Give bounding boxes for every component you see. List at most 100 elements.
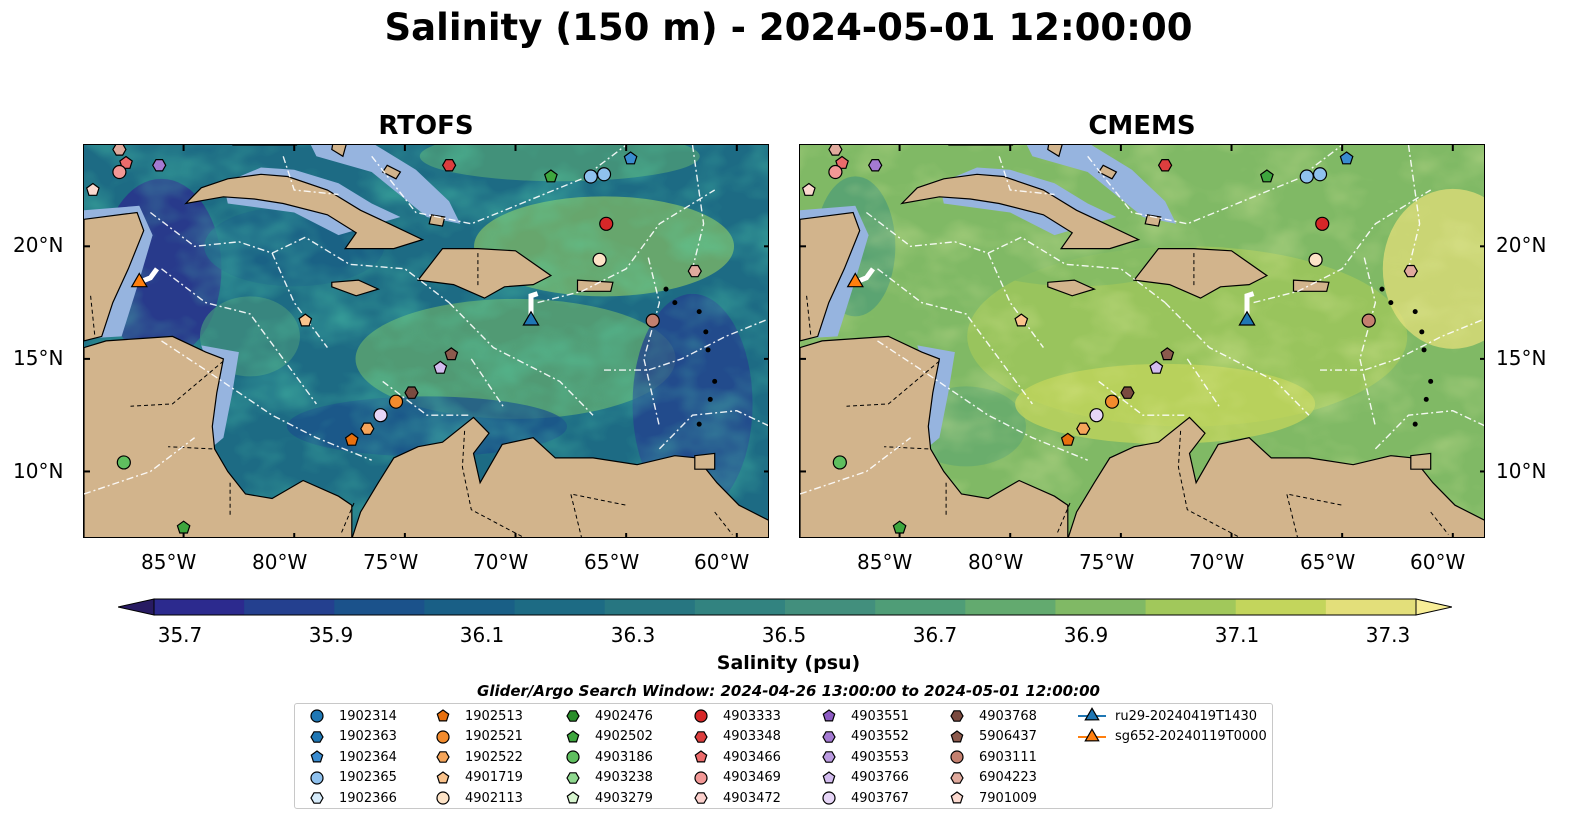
float-marker-4903552[interactable] xyxy=(868,159,883,172)
float-marker-4903466[interactable] xyxy=(119,155,133,169)
float-marker-4903766[interactable] xyxy=(433,360,448,374)
colorbar xyxy=(118,598,1452,616)
float-marker-6904223[interactable] xyxy=(112,145,127,156)
float-marker-7901009[interactable] xyxy=(801,182,816,196)
float-marker-4902113[interactable] xyxy=(1308,252,1323,267)
float-marker-4903348[interactable] xyxy=(1157,159,1173,172)
float-marker-1902364[interactable] xyxy=(1339,151,1354,165)
legend-item-5906437: 5906437 xyxy=(949,727,1037,747)
legend-marker-pentagon-icon xyxy=(566,791,580,804)
land-cuba xyxy=(900,173,1141,250)
float-marker-4903466[interactable] xyxy=(835,155,849,169)
float-marker-5906437[interactable] xyxy=(1160,347,1175,361)
land-jamaica xyxy=(331,279,381,297)
colorbar-tick-37-3: 37.3 xyxy=(1365,623,1411,647)
colorbar-segment xyxy=(604,599,696,615)
legend-label: 4903469 xyxy=(723,770,781,785)
float-marker-4903767[interactable] xyxy=(1089,408,1104,423)
float-marker-1902365[interactable] xyxy=(596,167,612,182)
float-marker-1902522[interactable] xyxy=(1076,422,1091,435)
float-marker-4903768[interactable] xyxy=(1120,386,1135,399)
float-marker-6904223[interactable] xyxy=(828,145,843,156)
float-marker-4903333[interactable] xyxy=(1315,216,1330,231)
float-marker-4903768[interactable] xyxy=(404,386,419,399)
float-marker-7901009[interactable] xyxy=(85,182,100,196)
glider-marker-ru29-20240419T1430[interactable] xyxy=(1238,310,1256,326)
float-marker-4903186[interactable] xyxy=(832,455,847,470)
legend-item-4902476: 4902476 xyxy=(565,706,653,726)
legend-marker-circle-icon xyxy=(436,791,450,805)
float-marker-4902502[interactable] xyxy=(176,520,191,534)
legend-item-1902522: 1902522 xyxy=(435,747,523,767)
colorbar-segment xyxy=(1325,599,1417,615)
float-marker-1902365[interactable] xyxy=(583,169,598,184)
legend-marker-pentagon-icon xyxy=(950,729,964,742)
float-marker-1902513[interactable] xyxy=(1060,432,1075,446)
float-marker-4903552[interactable] xyxy=(152,159,167,172)
legend-marker-circle-icon xyxy=(950,750,964,764)
float-marker-1902513[interactable] xyxy=(344,432,359,446)
legend-marker-hexagon-icon xyxy=(694,730,708,743)
float-marker-4903766[interactable] xyxy=(1149,360,1164,374)
lon-label-rtofs-85w: 85°W xyxy=(141,550,197,574)
float-marker-4903333[interactable] xyxy=(599,216,614,231)
float-marker-6904223[interactable] xyxy=(687,264,702,278)
legend-item-4903766: 4903766 xyxy=(821,768,909,788)
colorbar-segment xyxy=(1055,599,1147,615)
float-marker-1902364[interactable] xyxy=(623,151,638,165)
glider-marker-sg652-20240119T0000[interactable] xyxy=(846,272,864,288)
map-panel-rtofs[interactable] xyxy=(83,144,769,538)
float-marker-4903186[interactable] xyxy=(116,455,131,470)
float-marker-4903767[interactable] xyxy=(373,408,388,423)
legend-label: 7901009 xyxy=(979,790,1037,806)
float-marker-5906437[interactable] xyxy=(444,347,459,361)
legend-marker-hexagon-icon xyxy=(694,792,708,804)
float-marker-4902502[interactable] xyxy=(1259,169,1274,183)
lat-label-right-10n: 10°N xyxy=(1496,459,1547,483)
legend-item-6904223: 6904223 xyxy=(949,768,1037,788)
colorbar-label: Salinity (psu) xyxy=(716,652,861,674)
lon-label-rtofs-65w: 65°W xyxy=(584,550,640,574)
legend-marker-hexagon-icon xyxy=(822,730,836,743)
legend-label: 6903111 xyxy=(979,749,1037,765)
float-marker-4901719[interactable] xyxy=(1014,313,1029,327)
legend-item-sg652-20240119T0000: sg652-20240119T0000 xyxy=(1077,727,1267,747)
land-southamerica xyxy=(351,416,768,537)
lat-label-right-20n: 20°N xyxy=(1496,233,1547,257)
colorbar-tick-35-7: 35.7 xyxy=(157,623,203,647)
legend-marker-pentagon-icon xyxy=(822,709,836,722)
float-marker-1902365[interactable] xyxy=(1299,169,1314,184)
float-marker-4902502[interactable] xyxy=(892,520,907,534)
colorbar-segment xyxy=(514,599,606,615)
legend-item-4903238: 4903238 xyxy=(565,768,653,788)
land-cuba xyxy=(184,173,425,250)
legend-item-6903111: 6903111 xyxy=(949,747,1037,767)
float-marker-1902522[interactable] xyxy=(360,422,375,435)
float-marker-4903348[interactable] xyxy=(441,159,457,172)
land-central xyxy=(800,335,1069,537)
float-marker-6904223[interactable] xyxy=(1403,264,1418,278)
legend-marker-hexagon-icon xyxy=(436,751,450,763)
float-marker-1902521[interactable] xyxy=(1104,394,1120,409)
legend-item-1902364: 1902364 xyxy=(309,747,397,767)
float-marker-4903469[interactable] xyxy=(828,164,843,180)
colorbar-segment xyxy=(424,599,516,615)
map-panel-cmems[interactable] xyxy=(799,144,1485,538)
glider-marker-ru29-20240419T1430[interactable] xyxy=(522,310,540,326)
glider-marker-sg652-20240119T0000[interactable] xyxy=(130,272,148,288)
land-central xyxy=(84,335,353,537)
legend-label: 4902113 xyxy=(465,790,523,806)
float-marker-6903111[interactable] xyxy=(1361,313,1376,328)
float-marker-1902521[interactable] xyxy=(388,394,404,409)
legend-marker-circle-icon xyxy=(310,770,324,785)
float-marker-6903111[interactable] xyxy=(645,313,660,328)
float-marker-4902113[interactable] xyxy=(592,252,607,267)
legend-label: 4903186 xyxy=(595,749,653,765)
legend-marker-hexagon-icon xyxy=(310,792,324,804)
float-marker-1902365[interactable] xyxy=(1312,167,1328,182)
float-marker-4901719[interactable] xyxy=(298,313,313,327)
legend-item-1902513: 1902513 xyxy=(435,706,523,726)
float-marker-4902502[interactable] xyxy=(543,169,558,183)
map-canvas-cmems xyxy=(800,145,1484,537)
float-marker-4903469[interactable] xyxy=(112,164,127,180)
